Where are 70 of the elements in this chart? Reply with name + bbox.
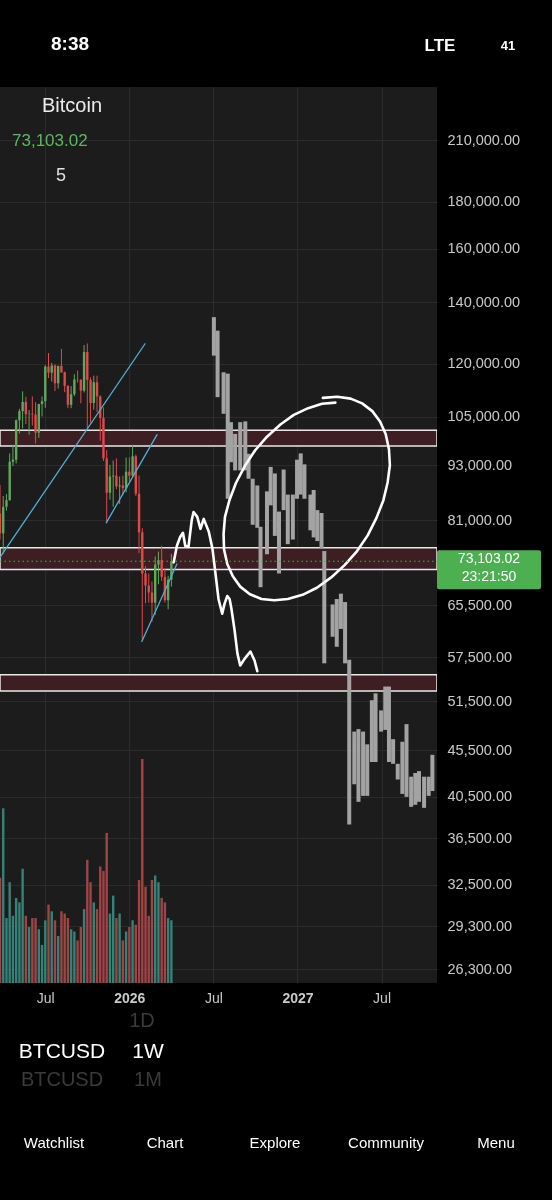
bar [31, 918, 34, 983]
y-tick-label: 65,500.00 [447, 596, 513, 613]
bar [60, 911, 63, 983]
candlestick [118, 476, 121, 505]
x-tick-label: Jul [36, 989, 55, 1006]
x-tick-label: Jul [204, 989, 223, 1006]
bar [413, 772, 418, 805]
text: Watchlist [23, 1134, 85, 1151]
bar [115, 918, 118, 983]
candlestick [21, 390, 24, 429]
y-tick-label: 45,500.00 [447, 741, 513, 758]
candlestick [128, 457, 131, 482]
y-tick-label: 180,000.00 [447, 193, 521, 210]
text: LTE [424, 36, 456, 55]
y-tick-label: 81,000.00 [447, 511, 513, 528]
text: 1M [134, 1068, 162, 1090]
text: 1D [129, 1009, 155, 1031]
candlestick [150, 580, 154, 623]
bar [118, 913, 121, 983]
y-tick-label: 160,000.00 [447, 240, 521, 257]
text: Chart [146, 1134, 185, 1151]
text: Community [348, 1134, 425, 1151]
x-tick-label: 2026 [114, 989, 146, 1006]
bar [34, 918, 37, 983]
x-tick-label: Jul [373, 989, 392, 1006]
text: BTCUSD [18, 1039, 106, 1062]
y-tick-label: 93,000.00 [447, 456, 513, 473]
bar [322, 551, 327, 664]
text: 73,103.02 [12, 131, 88, 150]
bar [319, 513, 324, 549]
bar [21, 868, 24, 983]
y-tick-label: 26,300.00 [447, 960, 513, 977]
annotation: 5 [55, 165, 67, 185]
y-tick-label: 51,500.00 [447, 692, 513, 709]
line-series [222, 395, 392, 602]
candlestick [111, 460, 115, 508]
text: 41 [500, 38, 516, 53]
y-tick-label: 29,300.00 [447, 917, 513, 934]
candlestick [47, 352, 50, 379]
y-tick-label: 120,000.00 [447, 355, 521, 372]
candlestick [131, 444, 134, 478]
bar [356, 729, 361, 802]
bar [386, 686, 391, 762]
x-tick-label: 2027 [282, 989, 314, 1006]
ref-line-label: 73,103.02 23:21:50 [457, 550, 521, 585]
chart-title: Bitcoin [42, 94, 103, 116]
text: 1W [132, 1039, 164, 1062]
bar [160, 897, 163, 983]
y-tick-label: 40,500.00 [447, 788, 513, 805]
text: Menu [477, 1134, 515, 1151]
bar [128, 927, 131, 983]
y-tick-label: 140,000.00 [447, 293, 521, 310]
bar [86, 859, 89, 983]
bar [131, 920, 134, 983]
bar [170, 920, 173, 983]
text: Explore [249, 1134, 301, 1151]
bar [47, 904, 50, 983]
bar [73, 931, 76, 983]
bar [225, 373, 230, 499]
y-tick-label: 32,500.00 [447, 876, 513, 893]
candlestick [115, 457, 118, 490]
text: 8:38 [50, 33, 90, 54]
bar [250, 478, 255, 525]
text: BTCUSD [20, 1068, 104, 1090]
line-series [172, 510, 259, 673]
y-tick-label: 36,500.00 [447, 829, 513, 846]
y-tick-label: 105,000.00 [447, 408, 521, 425]
bar [63, 913, 66, 983]
y-tick-label: 210,000.00 [447, 131, 521, 148]
y-tick-label: 57,500.00 [447, 648, 513, 665]
